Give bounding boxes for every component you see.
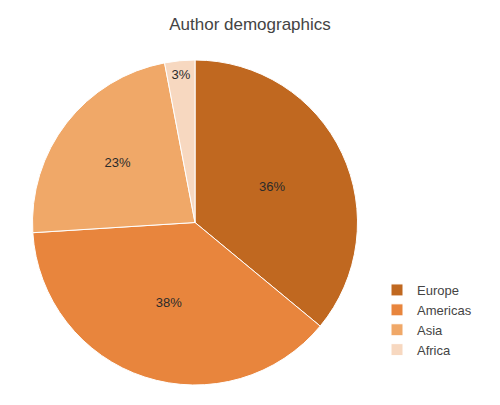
svg-text:Africa: Africa (417, 343, 451, 358)
svg-text:23%: 23% (104, 155, 130, 170)
svg-text:3%: 3% (171, 67, 190, 82)
svg-text:Author demographics: Author demographics (169, 15, 331, 34)
svg-text:Asia: Asia (417, 323, 443, 338)
svg-text:36%: 36% (259, 179, 285, 194)
svg-text:38%: 38% (156, 295, 182, 310)
svg-text:Europe: Europe (417, 283, 459, 298)
svg-text:Americas: Americas (417, 303, 472, 318)
